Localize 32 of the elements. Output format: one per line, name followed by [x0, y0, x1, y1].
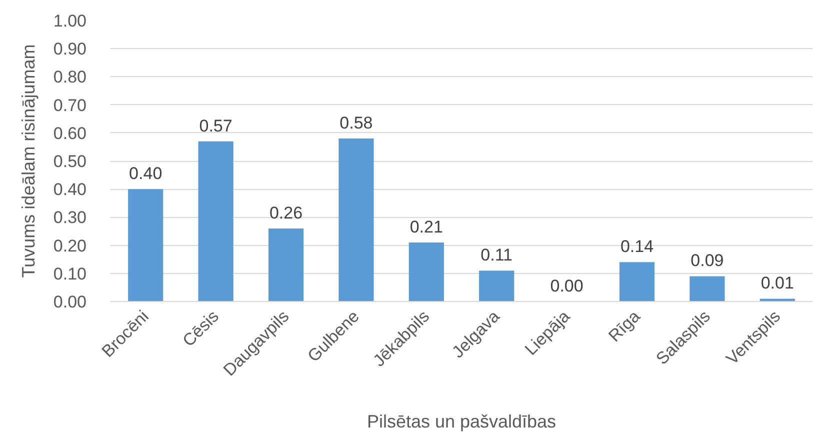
y-tick-label: 0.00 [53, 292, 87, 312]
data-label: 0.11 [480, 246, 513, 265]
y-tick-label: 0.30 [53, 208, 87, 228]
y-tick-label: 1.00 [53, 12, 87, 30]
data-label: 0.09 [690, 251, 724, 270]
y-tick-label: 0.10 [53, 264, 87, 284]
data-label: 0.01 [760, 274, 794, 293]
bar [479, 270, 514, 302]
bar [128, 189, 164, 302]
x-axis-title: Pilsētas un pašvaldības [366, 411, 556, 432]
y-tick-label: 0.80 [53, 68, 87, 87]
data-label: 0.00 [550, 276, 584, 296]
y-tick-label: 0.70 [53, 96, 87, 115]
y-tick-label: 0.50 [53, 152, 87, 171]
bar [619, 262, 655, 302]
data-label: 0.58 [340, 114, 373, 133]
bar [408, 242, 444, 302]
bar [338, 138, 374, 302]
y-axis-title: Tuvums ideālam risinājumam [18, 44, 38, 278]
data-label: 0.14 [620, 237, 654, 256]
data-label: 0.26 [269, 203, 303, 222]
bar [268, 228, 304, 302]
x-tick-label: Rīga [604, 306, 644, 346]
data-label: 0.21 [410, 217, 443, 236]
bar [690, 276, 725, 302]
y-tick-label: 0.20 [53, 236, 87, 256]
y-tick-label: 0.90 [53, 40, 87, 59]
bar [198, 141, 234, 302]
y-tick-label: 0.40 [53, 180, 87, 200]
y-tick-label: 0.60 [53, 124, 87, 143]
data-label: 0.57 [199, 116, 232, 136]
data-label: 0.40 [129, 164, 162, 184]
